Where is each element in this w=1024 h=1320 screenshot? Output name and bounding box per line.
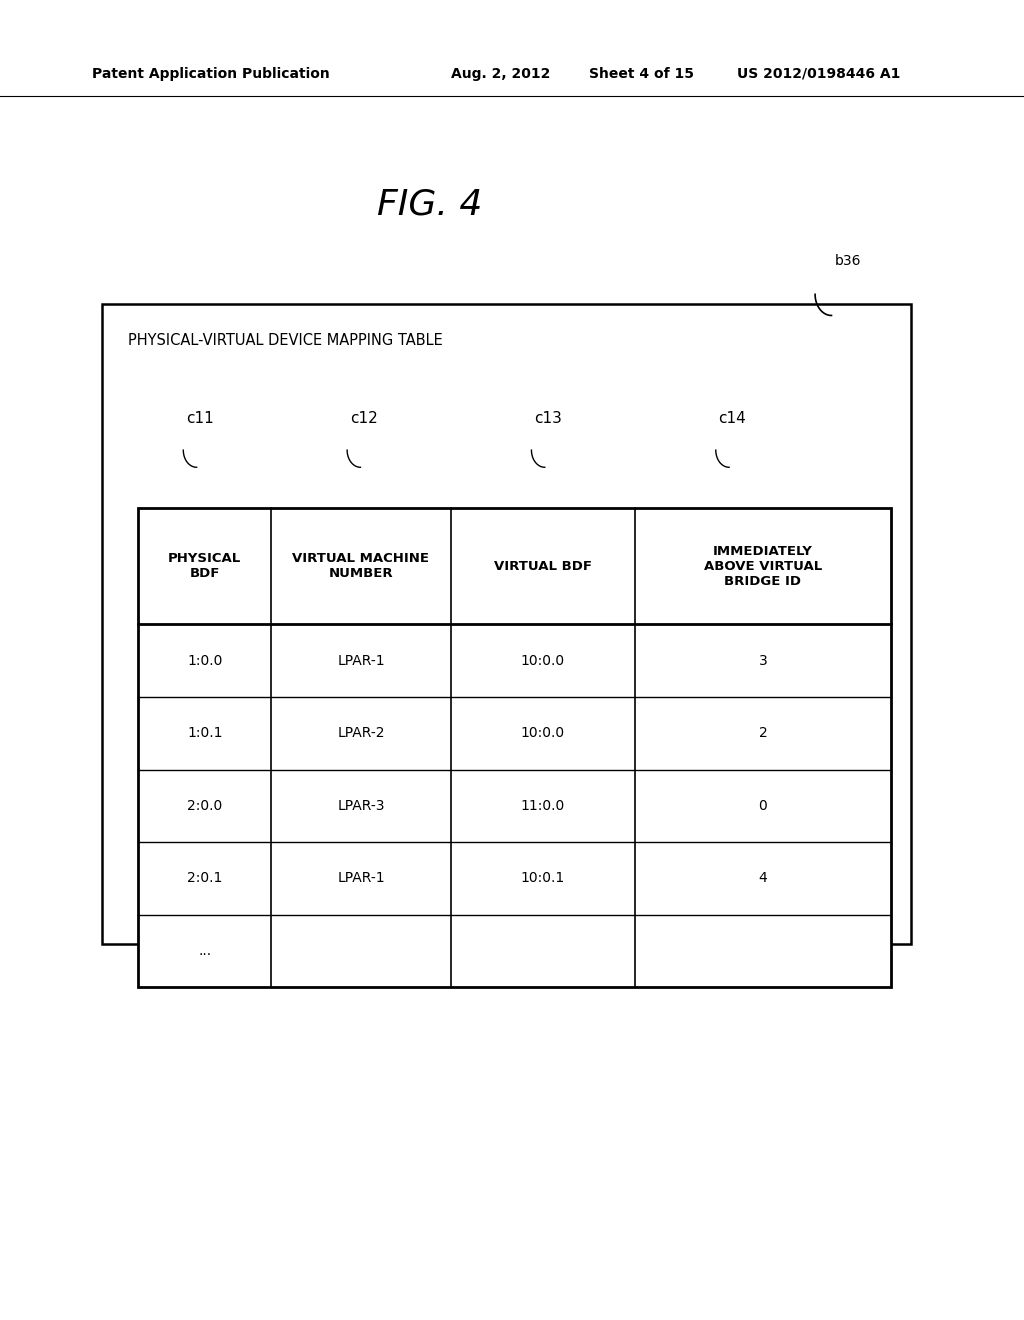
Text: LPAR-3: LPAR-3 bbox=[337, 799, 385, 813]
Text: 10:0.1: 10:0.1 bbox=[520, 871, 565, 886]
Text: 2:0.0: 2:0.0 bbox=[187, 799, 222, 813]
Text: Sheet 4 of 15: Sheet 4 of 15 bbox=[589, 67, 694, 81]
Text: 3: 3 bbox=[759, 653, 767, 668]
Text: c11: c11 bbox=[185, 412, 214, 426]
Text: 10:0.0: 10:0.0 bbox=[520, 726, 565, 741]
Text: 4: 4 bbox=[759, 871, 767, 886]
Text: LPAR-2: LPAR-2 bbox=[337, 726, 385, 741]
Text: US 2012/0198446 A1: US 2012/0198446 A1 bbox=[737, 67, 901, 81]
Text: c14: c14 bbox=[718, 412, 746, 426]
Text: VIRTUAL MACHINE
NUMBER: VIRTUAL MACHINE NUMBER bbox=[293, 552, 429, 581]
Text: PHYSICAL
BDF: PHYSICAL BDF bbox=[168, 552, 242, 581]
Text: 10:0.0: 10:0.0 bbox=[520, 653, 565, 668]
Text: 2:0.1: 2:0.1 bbox=[187, 871, 222, 886]
Text: IMMEDIATELY
ABOVE VIRTUAL
BRIDGE ID: IMMEDIATELY ABOVE VIRTUAL BRIDGE ID bbox=[703, 545, 822, 587]
Text: PHYSICAL-VIRTUAL DEVICE MAPPING TABLE: PHYSICAL-VIRTUAL DEVICE MAPPING TABLE bbox=[128, 333, 442, 348]
Text: b36: b36 bbox=[835, 253, 861, 268]
Text: Patent Application Publication: Patent Application Publication bbox=[92, 67, 330, 81]
Text: 1:0.0: 1:0.0 bbox=[187, 653, 222, 668]
Text: 1:0.1: 1:0.1 bbox=[187, 726, 222, 741]
Text: 0: 0 bbox=[759, 799, 767, 813]
Text: LPAR-1: LPAR-1 bbox=[337, 653, 385, 668]
Text: VIRTUAL BDF: VIRTUAL BDF bbox=[494, 560, 592, 573]
Text: c13: c13 bbox=[534, 412, 562, 426]
Text: LPAR-1: LPAR-1 bbox=[337, 871, 385, 886]
Bar bbox=[138, 508, 891, 987]
Text: FIG. 4: FIG. 4 bbox=[378, 187, 482, 222]
Text: ...: ... bbox=[199, 944, 211, 958]
Text: c12: c12 bbox=[349, 412, 378, 426]
Bar bbox=[102, 304, 911, 944]
Text: Aug. 2, 2012: Aug. 2, 2012 bbox=[451, 67, 550, 81]
Text: 11:0.0: 11:0.0 bbox=[520, 799, 565, 813]
Text: 2: 2 bbox=[759, 726, 767, 741]
